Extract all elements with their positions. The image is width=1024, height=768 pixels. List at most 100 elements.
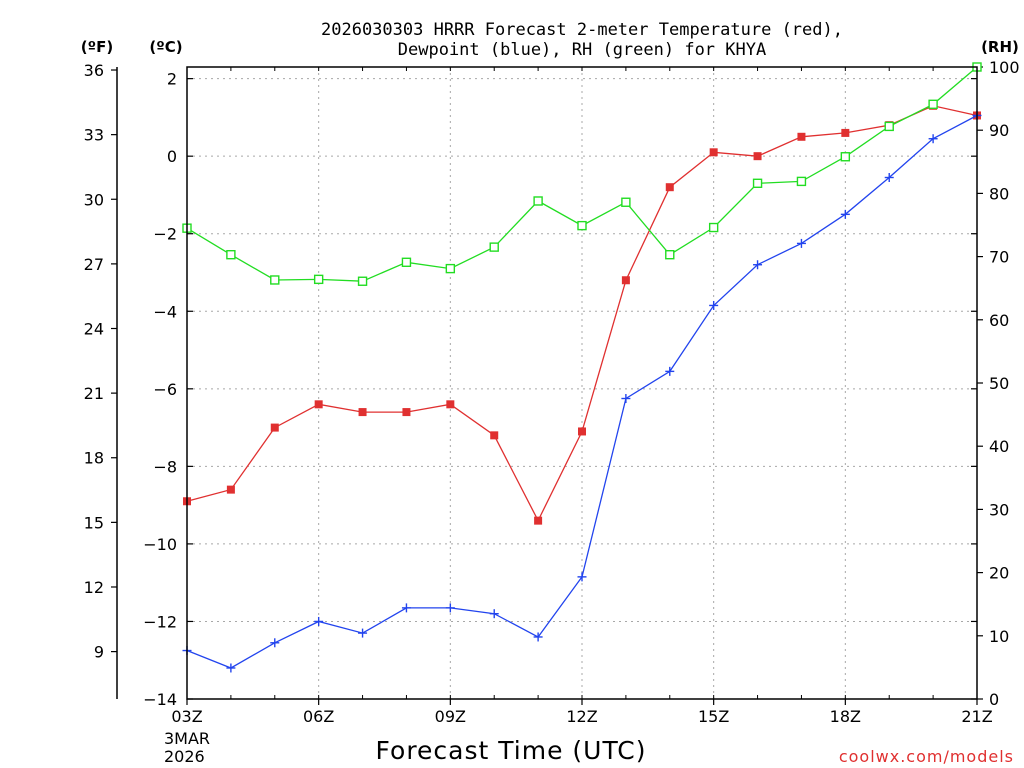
dewpoint-point bbox=[884, 173, 894, 183]
dewpoint-point bbox=[270, 638, 280, 648]
dewpoint-point bbox=[489, 609, 499, 619]
dewpoint-point bbox=[226, 663, 236, 673]
fahrenheit-tick-label: 33 bbox=[84, 126, 104, 145]
chart-title-line2: Dewpoint (blue), RH (green) for KHYA bbox=[398, 40, 766, 60]
x-axis: 03Z 06Z 09Z 12Z 15Z 18Z 21Z bbox=[171, 67, 993, 726]
temperature-point bbox=[226, 485, 235, 494]
celsius-axis: 2 0 −2 −4 −6 −8 −10 −12 −14 bbox=[143, 70, 977, 709]
temperature-point bbox=[578, 427, 586, 436]
dewpoint-point bbox=[665, 366, 675, 376]
fahrenheit-axis: 36 33 30 27 24 21 18 15 12 9 bbox=[84, 61, 117, 662]
rh-tick-label: 20 bbox=[989, 564, 1009, 583]
rh-point bbox=[708, 222, 719, 233]
rh-tick-label: 70 bbox=[989, 248, 1009, 267]
rh-point bbox=[884, 121, 894, 132]
rh-tick-label: 40 bbox=[989, 437, 1009, 456]
rh-line bbox=[186, 66, 978, 282]
dewpoint-point bbox=[621, 394, 631, 404]
temperature-point bbox=[665, 183, 674, 192]
grid bbox=[187, 67, 977, 699]
rh-tick-label: 90 bbox=[989, 121, 1009, 140]
temperature-point bbox=[534, 516, 543, 525]
fahrenheit-tick-label: 12 bbox=[84, 578, 104, 597]
dewpoint-point bbox=[314, 616, 324, 626]
temperature-point bbox=[753, 152, 762, 161]
dewpoint-point bbox=[577, 572, 587, 582]
unit-f-label: (ºF) bbox=[81, 38, 113, 56]
temperature-point bbox=[490, 431, 499, 440]
unit-rh-label: (RH) bbox=[981, 38, 1019, 56]
dewpoint-point bbox=[445, 603, 455, 613]
rh-point bbox=[928, 99, 938, 109]
rh-point bbox=[489, 242, 499, 252]
fahrenheit-tick-label: 18 bbox=[84, 449, 104, 468]
fahrenheit-tick-label: 24 bbox=[84, 320, 104, 339]
rh-point bbox=[665, 250, 675, 260]
rh-point bbox=[577, 220, 587, 231]
rh-point bbox=[226, 250, 236, 260]
x-tick-label: 18Z bbox=[830, 707, 861, 726]
x-tick-label: 03Z bbox=[171, 707, 202, 726]
rh-tick-label: 0 bbox=[989, 690, 999, 709]
fahrenheit-tick-label: 30 bbox=[84, 190, 104, 209]
rh-point bbox=[796, 176, 807, 187]
x-tick-label: 12Z bbox=[566, 707, 597, 726]
celsius-tick-label: −12 bbox=[143, 612, 177, 631]
x-tick-label: 06Z bbox=[303, 707, 334, 726]
temperature-point bbox=[446, 400, 455, 409]
celsius-tick-label: −10 bbox=[143, 535, 177, 554]
rh-tick-label: 10 bbox=[989, 627, 1009, 646]
date-line1: 3MAR bbox=[164, 729, 210, 748]
chart-title-line1: 2026030303 HRRR Forecast 2-meter Tempera… bbox=[321, 20, 843, 40]
rh-point bbox=[533, 196, 543, 206]
temperature-point bbox=[709, 148, 718, 157]
rh-point bbox=[401, 257, 412, 267]
rh-point bbox=[357, 276, 368, 286]
plot-frame bbox=[186, 66, 978, 700]
celsius-tick-label: −4 bbox=[153, 302, 177, 321]
unit-c-label: (ºC) bbox=[149, 38, 182, 56]
rh-tick-label: 50 bbox=[989, 374, 1009, 393]
dewpoint-point bbox=[358, 628, 368, 638]
date-line2: 2026 bbox=[164, 747, 205, 766]
rh-point bbox=[445, 263, 456, 274]
dewpoint-point bbox=[401, 603, 411, 613]
celsius-tick-label: −2 bbox=[153, 225, 177, 244]
celsius-tick-label: 2 bbox=[167, 70, 177, 89]
x-tick-label: 15Z bbox=[698, 707, 729, 726]
temperature-point bbox=[402, 408, 411, 417]
rh-tick-label: 80 bbox=[989, 184, 1009, 203]
celsius-tick-label: −14 bbox=[143, 690, 177, 709]
credit-label: coolwx.com/models bbox=[839, 747, 1014, 766]
fahrenheit-tick-label: 9 bbox=[94, 643, 104, 662]
fahrenheit-tick-label: 36 bbox=[84, 61, 104, 80]
x-tick-label: 21Z bbox=[961, 707, 992, 726]
rh-point bbox=[621, 197, 631, 207]
rh-point bbox=[270, 275, 280, 285]
fahrenheit-tick-label: 27 bbox=[84, 255, 104, 274]
temperature-point bbox=[270, 423, 279, 432]
temperature-point bbox=[314, 400, 323, 409]
dewpoint-point bbox=[840, 209, 850, 219]
rh-point bbox=[840, 152, 851, 162]
dewpoint-point bbox=[533, 632, 543, 642]
rh-point bbox=[313, 274, 324, 285]
series-group bbox=[182, 62, 982, 673]
celsius-tick-label: −8 bbox=[153, 457, 177, 476]
dewpoint-point bbox=[709, 300, 719, 310]
temperature-point bbox=[841, 128, 850, 137]
temperature-point bbox=[797, 132, 806, 141]
dewpoint-point bbox=[928, 134, 938, 144]
rh-point bbox=[752, 178, 763, 188]
celsius-tick-label: 0 bbox=[167, 147, 177, 166]
fahrenheit-tick-label: 21 bbox=[84, 384, 104, 403]
temperature-point bbox=[621, 276, 630, 285]
x-axis-label: Forecast Time (UTC) bbox=[376, 736, 647, 765]
rh-tick-label: 30 bbox=[989, 500, 1009, 519]
dewpoint-point bbox=[753, 260, 763, 270]
fahrenheit-tick-label: 15 bbox=[84, 513, 104, 532]
celsius-tick-label: −6 bbox=[153, 380, 177, 399]
rh-tick-label: 100 bbox=[989, 58, 1020, 77]
